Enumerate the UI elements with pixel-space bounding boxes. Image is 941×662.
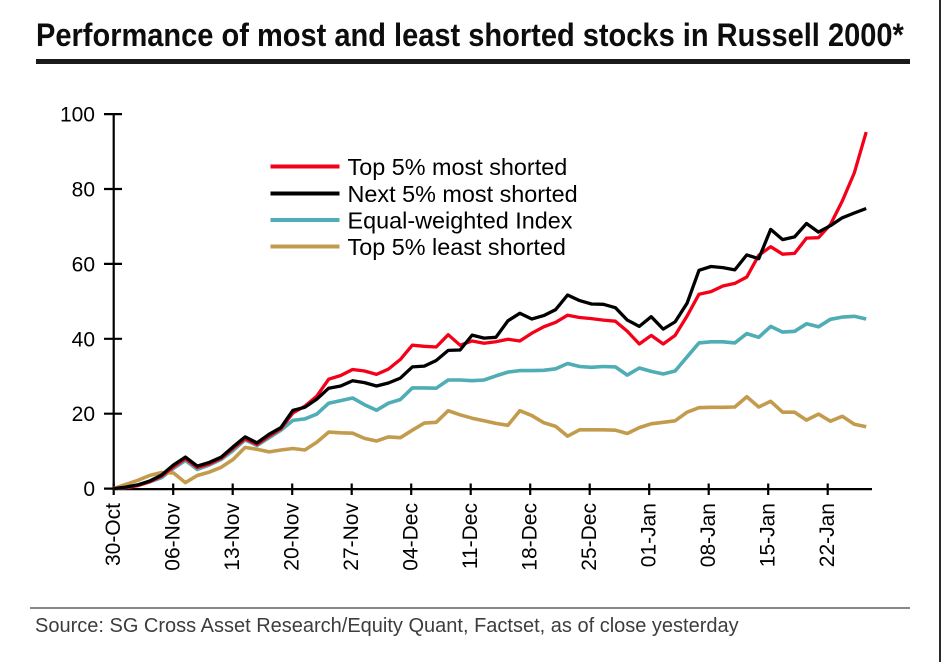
- svg-text:08-Jan: 08-Jan: [697, 503, 720, 567]
- svg-text:06-Nov: 06-Nov: [162, 503, 185, 571]
- svg-text:18-Dec: 18-Dec: [519, 503, 542, 571]
- svg-text:22-Jan: 22-Jan: [816, 503, 839, 567]
- svg-text:13-Nov: 13-Nov: [221, 503, 244, 571]
- svg-text:27-Nov: 27-Nov: [340, 503, 363, 571]
- svg-text:11-Dec: 11-Dec: [459, 503, 482, 569]
- svg-text:100: 100: [60, 104, 95, 127]
- svg-text:20: 20: [72, 403, 95, 426]
- svg-text:40: 40: [72, 328, 95, 351]
- svg-text:04-Dec: 04-Dec: [400, 503, 423, 571]
- svg-text:20-Nov: 20-Nov: [281, 503, 304, 571]
- svg-text:Top 5% least shorted: Top 5% least shorted: [348, 234, 566, 260]
- svg-text:01-Jan: 01-Jan: [638, 503, 661, 567]
- svg-text:25-Dec: 25-Dec: [578, 503, 601, 571]
- svg-text:0: 0: [83, 478, 95, 501]
- svg-text:15-Jan: 15-Jan: [757, 503, 780, 567]
- svg-text:80: 80: [72, 179, 95, 202]
- svg-text:30-Oct: 30-Oct: [102, 503, 125, 566]
- svg-text:Next 5% most shorted: Next 5% most shorted: [348, 181, 578, 207]
- svg-text:Equal-weighted Index: Equal-weighted Index: [348, 208, 573, 234]
- svg-text:Top 5% most shorted: Top 5% most shorted: [348, 154, 568, 180]
- svg-text:60: 60: [72, 253, 95, 276]
